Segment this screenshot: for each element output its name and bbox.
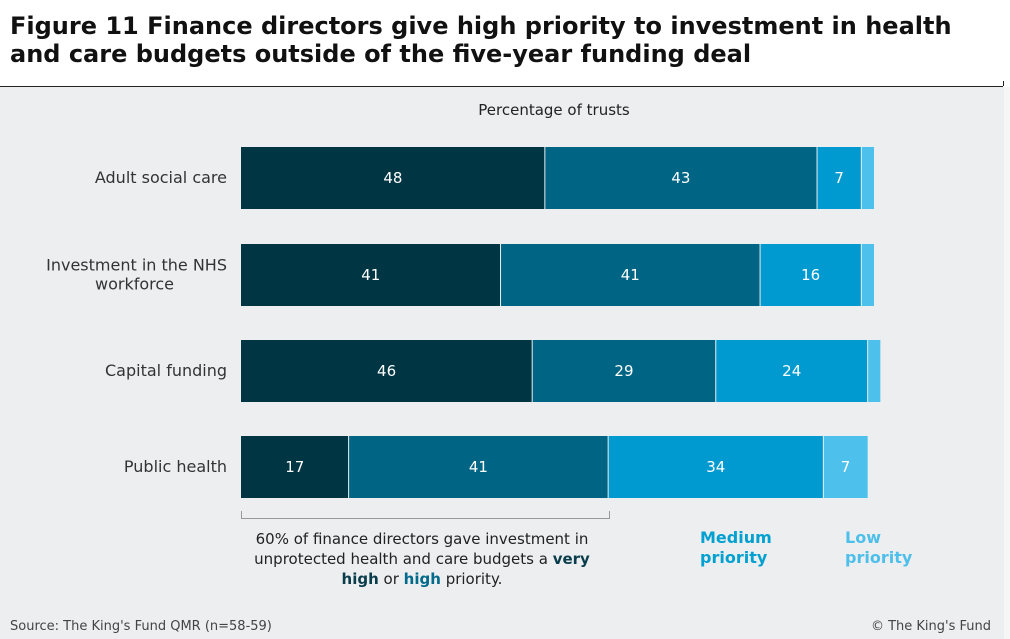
bracket [241, 511, 610, 519]
category-label: Capital funding [105, 361, 227, 380]
category-label: Investment in the NHS [46, 256, 227, 275]
legend-medium-line2: priority [700, 548, 768, 567]
scrollbar[interactable] [1004, 87, 1010, 639]
value-label: 34 [706, 458, 725, 476]
bar-1-row-2 [532, 340, 716, 402]
title-rule-tick [1003, 81, 1004, 86]
value-label: 46 [377, 362, 396, 380]
chart-title: Figure 11 Finance directors give high pr… [10, 12, 952, 68]
legend-low-priority: Low priority [845, 528, 912, 568]
value-label: 7 [841, 458, 851, 476]
bar-2-row-0 [817, 147, 862, 209]
bar-3-row-0 [861, 147, 874, 209]
note-suffix: priority. [440, 570, 503, 588]
bar-0-row-1 [241, 244, 501, 306]
title-rule [0, 86, 1003, 87]
bar-1-row-3 [348, 436, 609, 498]
note-line-2-prefix: unprotected health and care budgets a [254, 550, 553, 568]
legend-low-line1: Low [845, 528, 881, 547]
value-label: 48 [383, 169, 402, 187]
bar-2-row-3 [608, 436, 824, 498]
bar-0-row-2 [241, 340, 533, 402]
value-label: 43 [671, 169, 690, 187]
note-or: or [378, 570, 404, 588]
value-label: 29 [614, 362, 633, 380]
note-very: very [552, 550, 590, 568]
copyright: © The King's Fund [870, 619, 991, 634]
bar-0-row-0 [241, 147, 545, 209]
value-label: 7 [834, 169, 844, 187]
bar-2-row-2 [715, 340, 868, 402]
bar-3-row-1 [861, 244, 874, 306]
source-note: Source: The King's Fund QMR (n=58-59) [10, 619, 272, 634]
value-label: 41 [469, 458, 488, 476]
category-label: Adult social care [95, 168, 227, 187]
bracket-note: 60% of finance directors gave investment… [222, 529, 622, 589]
legend-low-line2: priority [845, 548, 913, 567]
value-label: 24 [782, 362, 801, 380]
value-label: 41 [361, 266, 380, 284]
legend-medium-priority: Medium priority [700, 528, 772, 568]
value-label: 16 [801, 266, 820, 284]
legend-medium-line1: Medium [700, 528, 772, 547]
bar-1-row-1 [500, 244, 761, 306]
bar-2-row-1 [760, 244, 862, 306]
note-high-very: high [341, 570, 379, 588]
bar-3-row-3 [823, 436, 868, 498]
value-label: 41 [621, 266, 640, 284]
bar-0-row-3 [241, 436, 349, 498]
note-high: high [403, 570, 441, 588]
value-label: 17 [285, 458, 304, 476]
bar-3-row-2 [867, 340, 881, 402]
bar-1-row-0 [544, 147, 818, 209]
axis-title: Percentage of trusts [478, 101, 630, 119]
note-line-1: 60% of finance directors gave investment… [255, 530, 589, 548]
category-label: workforce [95, 275, 174, 294]
category-label: Public health [124, 457, 227, 476]
